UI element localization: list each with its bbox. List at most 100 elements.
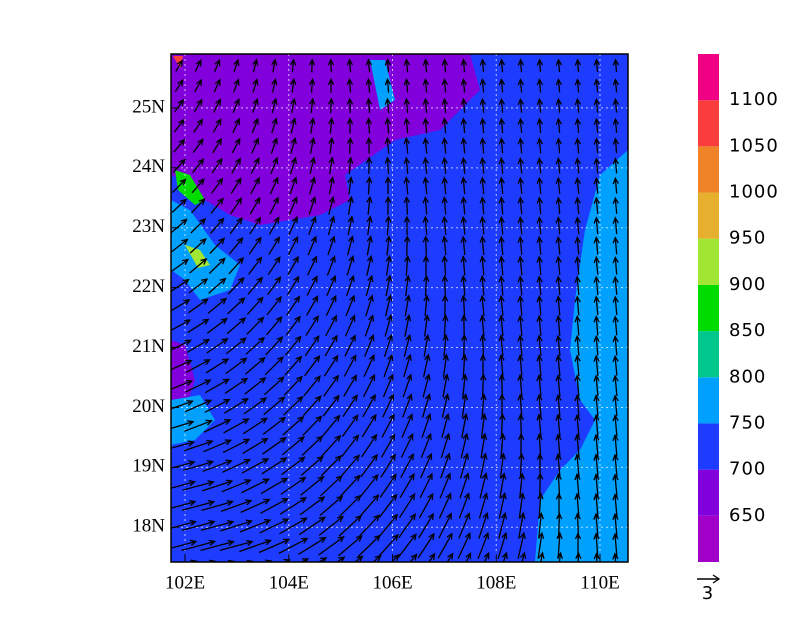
wind-arrow — [183, 439, 214, 452]
y-tick-label: 19N — [132, 456, 165, 477]
wind-arrow — [225, 337, 247, 355]
wind-arrow — [384, 77, 392, 93]
wind-arrow — [536, 117, 544, 134]
wind-arrow — [326, 255, 336, 276]
wind-arrow — [300, 475, 325, 496]
wind-arrow — [360, 453, 378, 478]
wind-arrow — [400, 433, 414, 458]
wind-arrow — [365, 58, 373, 73]
wind-arrow — [404, 274, 411, 297]
wind-arrow — [536, 354, 543, 377]
wind-arrow — [384, 136, 391, 154]
wind-arrow — [201, 499, 234, 512]
wind-arrow — [612, 295, 619, 316]
wind-arrow — [173, 118, 185, 133]
wind-arrow — [299, 496, 326, 516]
wind-arrow — [342, 394, 358, 417]
wind-arrow — [327, 235, 336, 256]
wind-vectors — [171, 58, 637, 562]
wind-arrow — [365, 77, 373, 93]
wind-arrow — [536, 97, 544, 113]
wind-arrow — [409, 553, 418, 562]
wind-arrow — [384, 294, 393, 317]
wind-arrow — [328, 195, 336, 215]
wind-arrow — [593, 58, 601, 73]
wind-arrow — [241, 478, 271, 494]
wind-arrow — [228, 236, 244, 255]
wind-arrow — [246, 296, 264, 315]
wind-arrow — [308, 77, 316, 93]
wind-arrow — [612, 453, 619, 478]
wind-arrow — [498, 255, 505, 276]
wind-arrow — [227, 276, 245, 295]
wind-arrow — [380, 453, 396, 478]
wind-arrow — [593, 78, 601, 93]
wind-arrow — [335, 556, 346, 562]
wind-arrow — [401, 413, 413, 438]
wind-arrow — [385, 274, 393, 297]
x-tick-label: 104E — [269, 572, 309, 593]
field-region — [173, 56, 183, 68]
wind-arrow — [305, 315, 319, 337]
wind-arrow — [268, 236, 280, 255]
wind-arrow — [239, 518, 272, 533]
wind-arrow — [219, 539, 254, 552]
wind-arrow — [612, 275, 619, 295]
wind-arrow — [210, 217, 225, 234]
wind-arrow — [171, 258, 190, 273]
wind-arrow — [231, 157, 241, 174]
wind-arrow — [555, 176, 562, 194]
wind-arrow — [271, 97, 278, 114]
wind-arrow — [172, 178, 187, 193]
wind-arrow — [593, 275, 600, 295]
colorbar-segment — [698, 331, 719, 378]
wind-arrow — [357, 534, 381, 557]
wind-arrow — [517, 176, 524, 194]
wind-arrow — [517, 393, 524, 418]
wind-arrow — [612, 512, 619, 538]
wind-arrow — [555, 196, 562, 215]
wind-arrow — [422, 176, 429, 195]
wind-arrow — [281, 436, 305, 456]
wind-arrow — [501, 551, 508, 562]
wind-arrow — [193, 98, 203, 113]
wind-arrow — [206, 338, 229, 354]
wind-arrow — [403, 117, 410, 134]
wind-arrow — [461, 373, 468, 398]
wind-arrow — [498, 117, 506, 134]
wind-arrow — [252, 97, 259, 113]
wind-arrow — [536, 275, 543, 296]
colorbar-label: 950 — [729, 228, 766, 249]
wind-arrow — [460, 97, 468, 113]
wind-arrow — [632, 258, 637, 275]
wind-arrow — [422, 97, 430, 113]
wind-arrow — [459, 472, 470, 499]
wind-arrow — [479, 215, 486, 235]
wind-arrow — [612, 473, 619, 498]
wind-arrow — [517, 78, 525, 93]
wind-arrow — [556, 531, 563, 559]
wind-arrow — [403, 235, 411, 256]
colorbar-label: 650 — [729, 505, 766, 526]
wind-arrow — [498, 137, 505, 154]
wind-arrow — [328, 176, 335, 195]
field-region — [171, 54, 480, 225]
wind-arrow — [536, 235, 543, 255]
wind-arrow — [320, 475, 343, 497]
wind-arrow — [384, 195, 392, 215]
wind-arrow — [498, 373, 505, 398]
wind-arrow — [362, 393, 376, 418]
wind-arrow — [208, 277, 227, 294]
wind-arrow — [517, 255, 524, 276]
wind-arrow — [438, 492, 452, 519]
wind-arrow — [441, 215, 448, 235]
wind-arrow — [213, 98, 221, 113]
wind-arrow — [498, 215, 505, 235]
x-tick-label: 102E — [165, 572, 205, 593]
wind-arrow — [612, 335, 619, 356]
wind-arrow — [423, 274, 430, 296]
wind-arrow — [442, 353, 450, 378]
wind-arrow — [271, 78, 278, 93]
wind-arrow — [556, 551, 564, 562]
wind-arrow — [421, 393, 432, 418]
